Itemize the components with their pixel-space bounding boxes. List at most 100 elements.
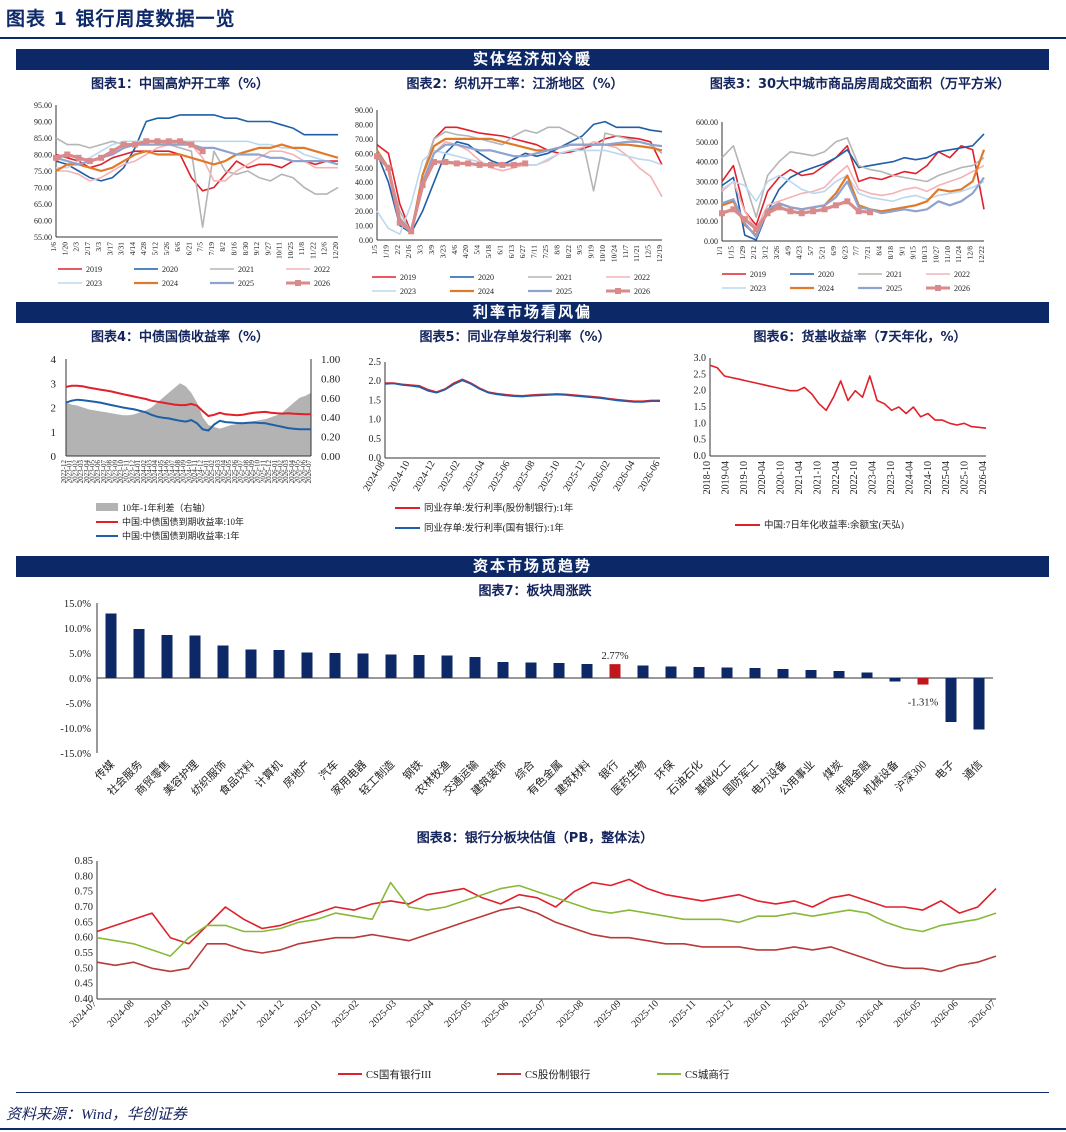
x-tick-label: 2025-02 [436, 459, 462, 493]
x-tick-label: 2022-12 [60, 460, 68, 484]
y-tick-label: 80.00 [355, 120, 373, 129]
section-band-rates: 利率市场看风偏 [16, 302, 1049, 323]
x-tick-label: 2026-07 [305, 460, 313, 484]
x-tick-label: 12/19 [655, 245, 664, 262]
series-marker-2026 [453, 160, 460, 167]
legend-label: CS城商行 [685, 1068, 730, 1081]
x-tick-label: 3/26 [772, 246, 781, 260]
series-marker-2026 [832, 202, 839, 209]
x-tick-label: 7/11 [530, 245, 539, 258]
legend-label: CS股份制银行 [525, 1068, 591, 1081]
x-tick-label: 2024-12 [411, 459, 437, 493]
series-line-同业存单:发行利率(国有银行):1年 [384, 379, 660, 403]
series-marker-2026 [821, 206, 828, 213]
bar-社会服务 [133, 629, 145, 678]
x-tick-label: 1/6 [49, 242, 58, 252]
x-tick-label: 9/19 [587, 245, 596, 259]
bar-煤炭 [833, 671, 845, 678]
legend-label: 2023 [86, 279, 102, 288]
x-tick-label: 8/22 [564, 245, 573, 259]
x-tick-label: 1/20 [60, 242, 69, 256]
x-tick-label: 4/6 [450, 245, 459, 255]
y-tick-label: 0.5 [369, 434, 382, 445]
y-tick-label: 3 [51, 378, 57, 390]
x-tick-label: 2026-01 [271, 460, 279, 484]
bar-沪深300 [917, 678, 929, 685]
y-tick-label: 55.00 [34, 233, 52, 242]
x-tick-label: 2020-04 [757, 461, 768, 494]
x-tick-label: 8/2 [218, 242, 227, 252]
x-tick-label: 2026-02 [277, 460, 285, 484]
x-tick-label: 2024-10 [386, 459, 412, 493]
x-tick-label: 3/12 [761, 246, 770, 260]
y-tick-label: 4 [51, 354, 57, 366]
x-tick-label: 6/9 [829, 246, 838, 256]
x-tick-label: 2025-12 [265, 460, 273, 484]
y-tick-label: 0.60 [75, 933, 93, 944]
x-tick-label: 2024-10 [923, 461, 934, 494]
legend-label: 2026 [314, 279, 330, 288]
x-tick-label: 2025-05 [442, 998, 473, 1029]
y-tick-label: 90.00 [34, 118, 52, 127]
legend-label: 2024 [478, 287, 494, 296]
category-label: 环保 [652, 757, 677, 782]
chart1-blast-furnace: 95.00 90.00 85.00 80.00 75.00 70.00 65.00 60.00… [34, 101, 340, 288]
series-marker-2026 [499, 161, 506, 168]
y-tick-label: 0.85 [75, 856, 93, 867]
category-label: 综合 [512, 757, 537, 782]
x-tick-label: 2019-10 [739, 461, 750, 494]
x-tick-label: 2025-11 [259, 460, 267, 484]
bar-国防军工 [749, 668, 761, 678]
x-tick-label: 2024-09 [180, 460, 188, 484]
legend-label: 2023 [750, 284, 766, 293]
legend-marker [295, 280, 301, 286]
x-tick-label: 4/14 [128, 242, 137, 256]
series-marker-2026 [120, 141, 127, 148]
x-tick-label: 2024-02 [140, 460, 148, 484]
x-tick-label: 2025-08 [242, 460, 250, 484]
x-tick-label: 2/16 [404, 245, 413, 259]
x-tick-label: 2025-10 [960, 461, 971, 494]
x-tick-label: 2026-01 [742, 998, 773, 1029]
x-tick-label: 1/29 [738, 246, 747, 260]
legend-label: 2020 [162, 265, 178, 274]
x-tick-label: 4/28 [139, 242, 148, 256]
series-marker-2026 [53, 154, 59, 161]
x-tick-label: 2025-03 [367, 998, 398, 1029]
x-tick-label: 2021-10 [812, 461, 823, 494]
legend-label: 2025 [556, 287, 572, 296]
y2-tick-label: 0.60 [321, 393, 341, 405]
x-tick-label: 2023-12 [128, 460, 136, 484]
legend-swatch-spread [96, 503, 118, 511]
x-tick-label: 2026-04 [611, 459, 637, 493]
x-tick-label: 8/18 [886, 246, 895, 260]
legend-label: 2021 [556, 273, 572, 282]
bar-通信 [973, 678, 985, 730]
x-tick-label: 2024-04 [151, 460, 159, 484]
bar-美容护理 [189, 635, 201, 678]
y-tick-label: 400.00 [696, 158, 718, 167]
y-tick-label: 300.00 [696, 178, 718, 187]
series-marker-2026 [775, 204, 782, 211]
series-marker-2026 [177, 138, 184, 145]
series-marker-2026 [844, 198, 851, 205]
y-tick-label: 1.0 [369, 415, 382, 426]
y-tick-label: 0.70 [75, 902, 93, 913]
x-tick-label: 2025-01 [202, 460, 210, 484]
series-marker-2026 [741, 216, 748, 223]
x-tick-label: 2023-07 [100, 460, 108, 484]
legend-label: CS国有银行III [366, 1068, 432, 1081]
source-note: 资料来源：Wind，华创证券 [6, 1107, 187, 1123]
x-tick-label: 1/5 [370, 245, 379, 255]
x-tick-label: 9/15 [909, 246, 918, 260]
chart3-title: 图表3：30大中城市商品房周成交面积（万平方米） [709, 77, 1011, 92]
y-tick-label: 10.00 [355, 222, 373, 231]
series-line-2020 [55, 114, 338, 182]
category-label: 银行 [596, 757, 621, 782]
series-marker-2026 [86, 158, 93, 165]
y-tick-label: 50.00 [355, 164, 373, 173]
legend-label: 10年-1年利差（右轴） [122, 502, 211, 513]
x-tick-label: 2024-05 [157, 460, 165, 484]
chart7-title: 图表7：板块周涨跌 [478, 584, 592, 599]
x-tick-label: 6/21 [184, 242, 193, 256]
